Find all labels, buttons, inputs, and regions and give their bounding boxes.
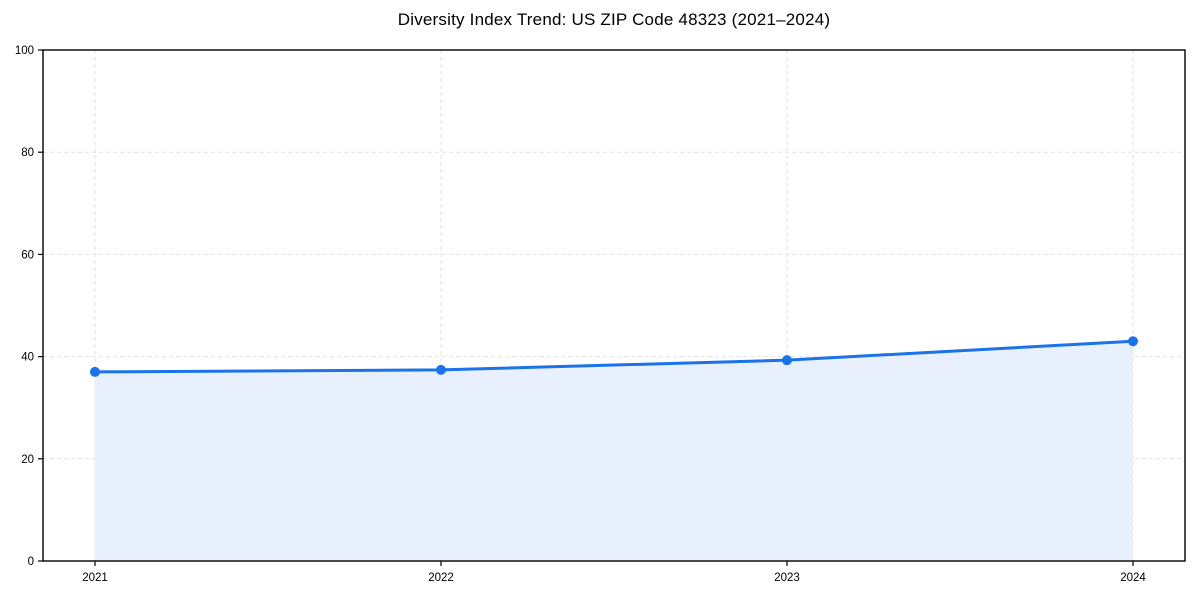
y-tick-label: 100 bbox=[15, 45, 34, 57]
chart-line bbox=[93, 339, 1135, 374]
x-tick-label: 2021 bbox=[82, 572, 108, 584]
data-point-2021[interactable] bbox=[90, 366, 100, 377]
plot-frame bbox=[42, 49, 1186, 562]
data-point-2023[interactable] bbox=[782, 355, 792, 366]
y-tick-label: 0 bbox=[28, 556, 34, 568]
chart-title: Diversity Index Trend: US ZIP Code 48323… bbox=[397, 10, 831, 29]
y-tick-label: 20 bbox=[21, 454, 34, 466]
data-point-2022[interactable] bbox=[436, 364, 446, 375]
y-tick-label: 80 bbox=[21, 147, 34, 159]
chart-area-fill bbox=[95, 341, 1133, 561]
x-tick-label: 2024 bbox=[1120, 572, 1146, 584]
y-tick-label: 40 bbox=[21, 352, 34, 364]
data-point-2024[interactable] bbox=[1128, 336, 1138, 347]
x-tick-label: 2023 bbox=[774, 572, 800, 584]
y-tick-label: 60 bbox=[21, 249, 34, 261]
x-tick-label: 2022 bbox=[428, 572, 454, 584]
